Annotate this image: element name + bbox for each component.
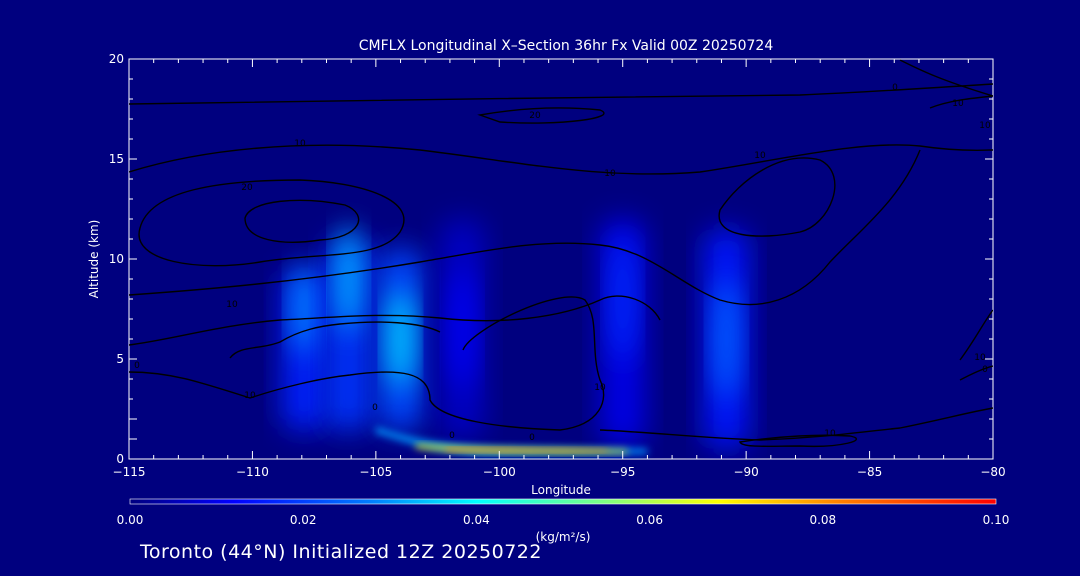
flux-cell-core (610, 235, 636, 363)
flux-cells (281, 219, 749, 449)
contour-label: 0 (529, 433, 535, 443)
y-tick-label: 5 (116, 352, 124, 366)
x-tick-label: −90 (733, 465, 758, 479)
contour-label: 10 (244, 391, 256, 401)
contour-label: 10 (594, 383, 606, 393)
contour-label: 0 (982, 365, 988, 375)
colorbar-tick-label: 0.10 (983, 513, 1010, 527)
colorbar-ticks: 0.00 0.02 0.04 0.06 0.08 0.10 (117, 513, 1010, 527)
y-tick-label: 20 (109, 52, 124, 66)
contour-label: 0 (372, 403, 378, 413)
contour-lines (129, 59, 993, 448)
x-tick-label: −100 (483, 465, 516, 479)
colorbar-tick-label: 0.04 (463, 513, 490, 527)
contour-label: 10 (754, 151, 766, 161)
x-tick-label: −105 (359, 465, 392, 479)
contour-label: 0 (134, 361, 140, 371)
contour-label: 10 (294, 139, 306, 149)
x-tick-label: −115 (113, 465, 146, 479)
x-axis-label: Longitude (531, 483, 591, 497)
footer-initialization-text: Toronto (44°N) Initialized 12Z 20250722 (140, 541, 542, 563)
contour-label: 20 (241, 183, 253, 193)
flux-cell-core (387, 288, 414, 390)
contour-label: 10 (974, 353, 986, 363)
contour-label: 10 (824, 429, 836, 439)
flux-cell-core (449, 267, 475, 391)
colorbar-tick-label: 0.00 (117, 513, 144, 527)
y-tick-label: 10 (109, 252, 124, 266)
contour-label: 10 (226, 300, 238, 310)
colorbar-tick-label: 0.08 (809, 513, 836, 527)
surface-flux-band (375, 427, 648, 455)
colorbar-tick-label: 0.06 (636, 513, 663, 527)
x-tick-label: −80 (980, 465, 1005, 479)
colorbar-tick-label: 0.02 (290, 513, 317, 527)
x-tick-label: −95 (610, 465, 635, 479)
y-tick-label: 0 (116, 452, 124, 466)
flux-cell-core (291, 263, 317, 355)
colorbar (129, 498, 997, 505)
x-axis: −115 −110 −105 −100 −95 −90 −85 −80 (113, 59, 1006, 479)
contour-label: 20 (529, 111, 541, 121)
contour-label: 0 (892, 83, 898, 93)
contour-label: 10 (979, 121, 991, 131)
surface-band-peak (445, 448, 608, 452)
contour-label: 10 (604, 169, 616, 179)
x-tick-label: −110 (236, 465, 269, 479)
y-tick-label: 15 (109, 152, 124, 166)
contour-labels: 10 20 10 20 10 0 10 10 10 0 10 0 0 0 10 0 10 10 (134, 83, 991, 443)
flux-cell-core (713, 277, 739, 401)
y-axis-label: Altitude (km) (87, 220, 101, 299)
colorbar-units: (kg/m²/s) (536, 530, 591, 544)
contour-label: 10 (952, 99, 964, 109)
plot-area (128, 58, 994, 460)
contour-label: 0 (449, 431, 455, 441)
x-tick-label: −85 (857, 465, 882, 479)
chart-title: CMFLX Longitudinal X–Section 36hr Fx Val… (359, 38, 774, 54)
